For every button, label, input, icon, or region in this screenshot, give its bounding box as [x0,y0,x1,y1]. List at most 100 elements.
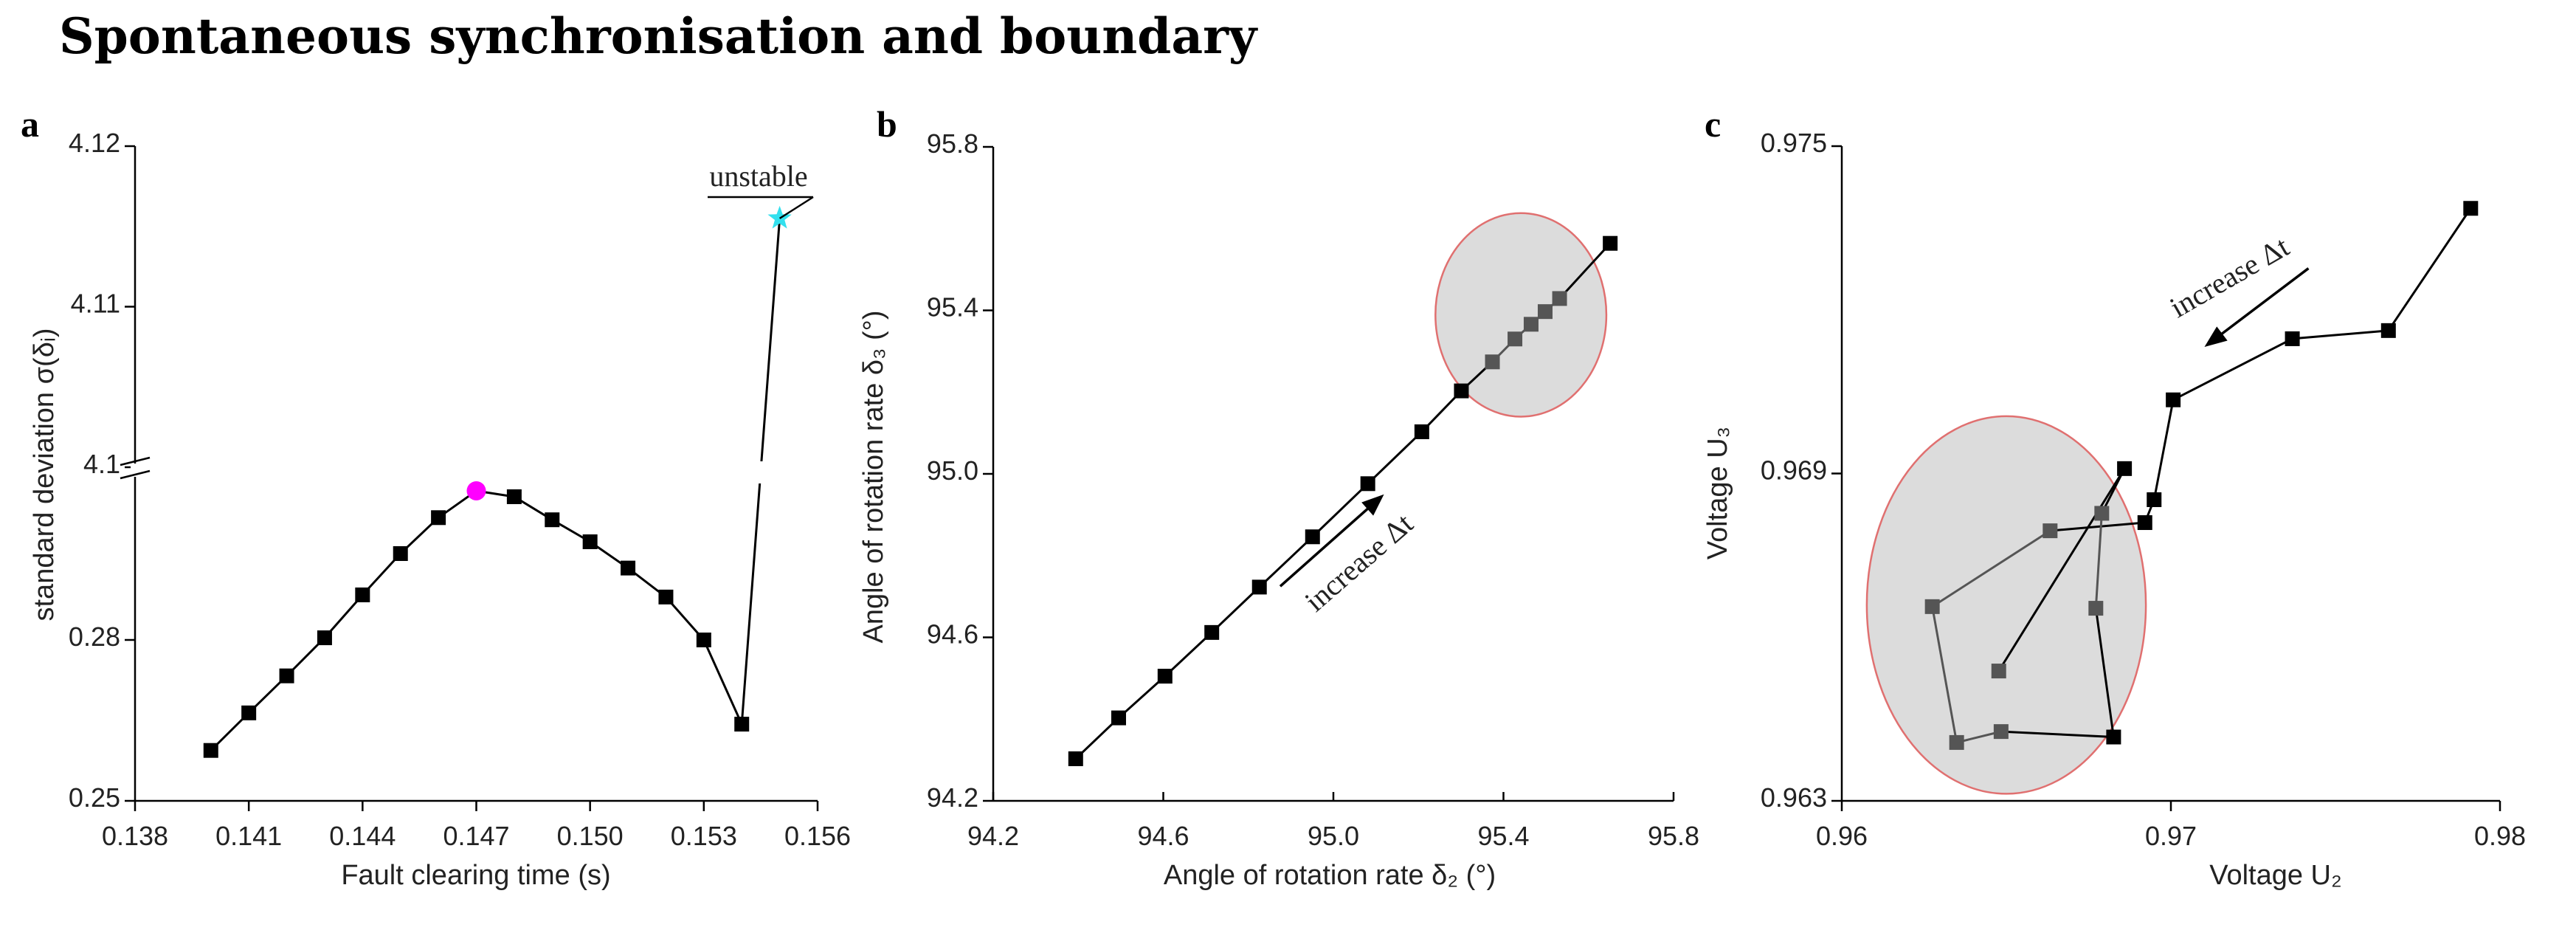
data-point [1068,751,1083,766]
x-tick-label: 95.4 [1477,821,1529,851]
y-axis-label: Angle of rotation rate δ₃ (°) [858,310,889,643]
panel-letter: c [1705,103,1721,145]
y-tick-label: 4.11 [71,289,120,319]
data-point [582,534,598,550]
series-segment [2094,513,2103,609]
x-tick-label: 0.138 [102,821,168,851]
series-segment [1311,483,1369,538]
data-point [1204,624,1220,640]
x-tick-label: 0.144 [329,821,396,851]
annotation-line [778,196,814,219]
x-tick-label: 0.96 [1816,821,1868,851]
x-tick-label: 94.6 [1137,821,1189,851]
data-point [2094,506,2110,521]
axis-break-mark [120,469,151,480]
data-point [393,545,408,561]
data-point [1414,424,1429,439]
series-segment [1117,675,1166,719]
region-ellipse [1434,212,1608,418]
data-point [2285,331,2300,346]
y-axis-label: Voltage U₃ [1702,427,1733,559]
series-segment [1164,631,1213,678]
series-segment [1931,606,1958,743]
y-tick-label: 95.8 [927,128,978,159]
y-tick-label: 95.4 [927,292,978,323]
series-segment [1258,536,1313,588]
data-point [1485,354,1500,370]
data-point [241,705,257,720]
x-tick-label: 0.147 [443,821,509,851]
data-point [1360,476,1375,492]
x-tick-label: 0.153 [671,821,737,851]
x-tick-label: 95.8 [1648,821,1699,851]
series-segment [2094,607,2115,737]
data-point [1111,710,1126,726]
series-segment [1558,242,1612,300]
data-point [1305,529,1320,545]
data-point [1603,235,1618,251]
figure-title: Spontaneous synchronisation and boundary [59,7,1258,65]
data-point [355,587,370,602]
data-point [1523,317,1539,332]
panel-letter: b [877,103,897,145]
data-point [696,632,711,647]
data-point [1454,383,1469,399]
increase-dt-label: increase Δt [2164,230,2295,324]
data-point [2088,601,2104,616]
data-point [203,743,218,758]
series-segment [1211,586,1260,633]
data-point [2380,323,2396,338]
data-point [1924,599,1940,614]
panel-letter: a [21,103,39,145]
data-point [1157,669,1173,684]
data-point [506,489,522,504]
increase-dt-label: increase Δt [1299,506,1420,618]
data-point [658,589,674,605]
y-tick-label: 0.28 [69,621,120,652]
data-point [431,510,446,526]
region-ellipse [1865,415,2147,795]
x-axis-label: Angle of rotation rate δ₂ (°) [1164,860,1496,891]
x-tick-label: 0.97 [2145,821,2197,851]
series-segment [2292,329,2389,340]
arrow-head-icon [1361,494,1384,516]
y-tick-label: 4.1 [83,449,120,479]
panel-c: c 0.96 0.97 0.98 0.963 0.969 0.975 Voltage U₂ Vo… [1702,103,2526,891]
data-point [1949,734,1964,750]
arrow-head-icon [2204,326,2228,348]
y-tick-label: 94.6 [927,619,978,650]
data-point [545,512,560,528]
line-break-gap [753,461,767,483]
data-point [2463,201,2479,216]
data-point [734,717,750,732]
data-point [317,630,332,646]
y-tick-label: 0.969 [1761,455,1827,486]
data-point [1993,724,2009,740]
data-point [1508,331,1523,347]
unstable-star-marker [767,205,792,229]
series-segment [2387,207,2472,331]
x-tick-label: 0.98 [2474,821,2526,851]
peak-marker [466,481,486,500]
x-tick-label: 95.0 [1308,821,1359,851]
arrow-shaft [2215,267,2310,340]
y-tick-label: 95.0 [927,455,978,486]
series-segment [1997,468,2126,672]
x-tick-label: 0.150 [557,821,624,851]
series-segment [2152,399,2175,500]
series-segment [702,639,743,725]
y-axis-label: standard deviation σ(δᵢ) [29,328,60,621]
data-point [1537,304,1553,320]
series-segment [1367,430,1423,485]
panel-a: a 0.138 0.141 0.144 0.147 0.150 0.153 0.156 0.25… [21,103,851,891]
data-point [2147,492,2162,507]
series-segment [1956,730,2002,744]
x-axis-label: Voltage U₂ [2209,860,2342,891]
data-point [2106,729,2121,745]
axis-break-mark [120,456,151,466]
x-tick-label: 94.2 [967,821,1019,851]
data-point [2043,523,2058,539]
series-segment [2000,730,2114,739]
data-point [2166,392,2181,407]
